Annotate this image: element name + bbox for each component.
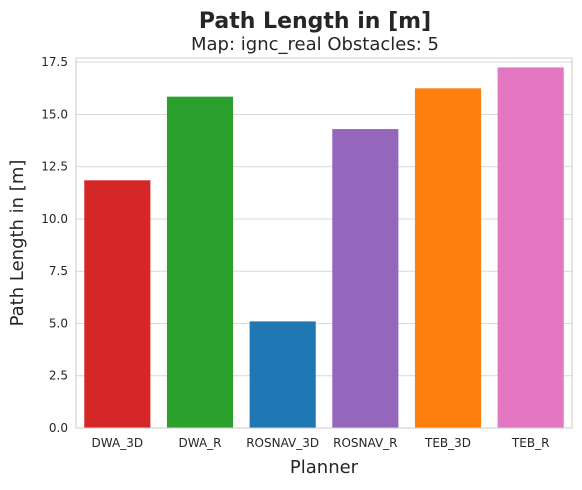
x-tick-label: DWA_R bbox=[179, 436, 222, 450]
bar-teb-r bbox=[497, 67, 564, 429]
y-tick-labels: 0.0 2.5 5.0 7.5 10.0 12.5 15.0 17.5 bbox=[41, 55, 68, 435]
y-tick-label: 10.0 bbox=[41, 212, 68, 226]
bar-rosnav-r bbox=[332, 129, 399, 429]
x-tick-labels: DWA_3D DWA_R ROSNAV_3D ROSNAV_R TEB_3D TEB_R bbox=[92, 436, 550, 450]
bar-dwa-r bbox=[166, 96, 234, 429]
chart-suptitle: Path Length in [m] bbox=[199, 9, 431, 34]
x-tick-label: ROSNAV_3D bbox=[246, 436, 319, 450]
y-tick-label: 0.0 bbox=[49, 421, 68, 435]
bar-rosnav-3d bbox=[249, 321, 316, 428]
y-tick-label: 2.5 bbox=[49, 369, 68, 383]
plot-area-frame bbox=[75, 57, 573, 429]
x-tick-label: TEB_R bbox=[511, 436, 549, 450]
y-axis-label: Path Length in [m] bbox=[7, 160, 28, 327]
y-tick-label: 15.0 bbox=[41, 107, 68, 121]
x-tick-label: TEB_3D bbox=[424, 436, 471, 450]
y-tick-label: 12.5 bbox=[41, 160, 68, 174]
y-tick-label: 7.5 bbox=[49, 264, 68, 278]
gridlines bbox=[76, 61, 572, 429]
x-tick-label: ROSNAV_R bbox=[333, 436, 397, 450]
y-tick-label: 17.5 bbox=[41, 55, 68, 69]
bars bbox=[84, 67, 564, 429]
bar-dwa-3d bbox=[84, 180, 151, 428]
y-tick-label: 5.0 bbox=[49, 316, 68, 330]
x-tick-label: DWA_3D bbox=[92, 436, 144, 450]
x-axis-label: Planner bbox=[290, 457, 359, 478]
bar-teb-3d bbox=[414, 88, 482, 429]
chart-title: Map: ignc_real Obstacles: 5 bbox=[191, 34, 439, 55]
